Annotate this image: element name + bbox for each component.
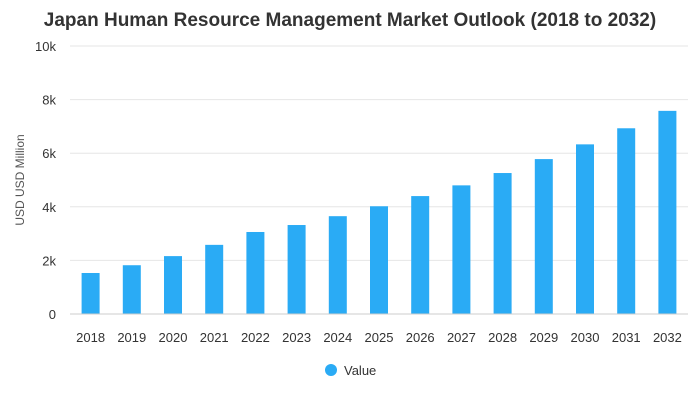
bars: [81, 110, 677, 314]
x-tick-label: 2026: [406, 330, 435, 345]
x-tick-label: 2023: [282, 330, 311, 345]
x-tick-label: 2025: [365, 330, 394, 345]
x-tick-label: 2029: [529, 330, 558, 345]
x-tick-label: 2030: [571, 330, 600, 345]
y-axis-ticks: 0 2k 4k 6k 8k 10k: [35, 39, 56, 322]
bar-2026[interactable]: [411, 196, 430, 314]
bar-2020[interactable]: [164, 256, 182, 314]
bar-2032[interactable]: [658, 110, 677, 314]
x-axis-ticks: 2018 2019 2020 2021 2022 2023 2024 2025 2026 2027…: [76, 330, 682, 345]
x-tick-label: 2024: [323, 330, 352, 345]
bar-2019[interactable]: [122, 265, 141, 314]
x-tick-label: 2028: [488, 330, 517, 345]
x-tick-label: 2032: [653, 330, 682, 345]
x-tick-label: 2021: [200, 330, 229, 345]
bar-2028[interactable]: [493, 173, 512, 314]
legend-label-value: Value: [344, 363, 376, 378]
bar-2027[interactable]: [452, 185, 471, 314]
legend[interactable]: Value: [325, 363, 376, 378]
x-tick-label: 2027: [447, 330, 476, 345]
y-tick-label: 0: [49, 307, 56, 322]
bar-2025[interactable]: [370, 206, 388, 314]
x-tick-label: 2020: [159, 330, 188, 345]
bar-2018[interactable]: [81, 272, 100, 314]
x-tick-label: 2022: [241, 330, 270, 345]
chart-title: Japan Human Resource Management Market O…: [44, 10, 656, 31]
x-tick-label: 2019: [117, 330, 146, 345]
y-tick-label: 8k: [42, 93, 56, 108]
bar-2029[interactable]: [534, 159, 553, 314]
bar-2031[interactable]: [617, 128, 636, 314]
legend-swatch-value: [325, 364, 337, 376]
bar-2030[interactable]: [576, 144, 594, 314]
y-tick-label: 6k: [42, 146, 56, 161]
x-tick-label: 2018: [76, 330, 105, 345]
bar-2023[interactable]: [287, 225, 306, 314]
bar-2021[interactable]: [205, 244, 224, 314]
y-tick-label: 4k: [42, 200, 56, 215]
bar-2024[interactable]: [328, 216, 347, 314]
y-axis-label: USD USD Million: [13, 134, 27, 225]
x-tick-label: 2031: [612, 330, 641, 345]
bar-2022[interactable]: [246, 231, 265, 314]
y-tick-label: 10k: [35, 39, 56, 54]
y-tick-label: 2k: [42, 253, 56, 268]
